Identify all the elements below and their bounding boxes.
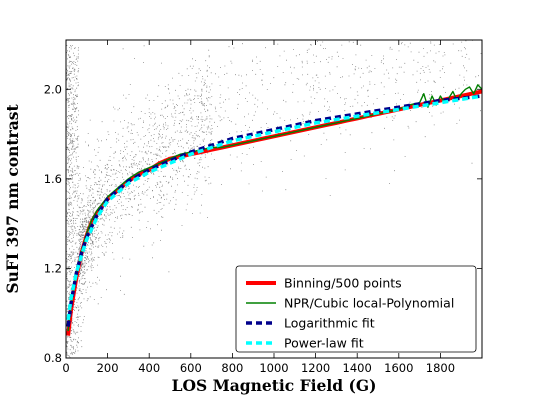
x-tick-label: 0 <box>62 361 69 375</box>
y-tick-label: 1.6 <box>44 172 62 186</box>
legend-label-1: Binning/500 points <box>284 276 402 291</box>
x-tick-label: 1000 <box>259 361 288 375</box>
x-tick-label: 1400 <box>343 361 372 375</box>
x-tick-label: 800 <box>221 361 243 375</box>
y-tick-label: 1.2 <box>44 261 62 275</box>
x-axis-title: LOS Magnetic Field (G) <box>172 376 377 395</box>
x-tick-label: 600 <box>180 361 202 375</box>
legend-box <box>235 265 477 353</box>
legend-label-2: NPR/Cubic local-Polynomial <box>284 296 454 311</box>
x-tick-label: 200 <box>97 361 119 375</box>
legend-label-4: Power-law fit <box>284 336 364 351</box>
legend: Binning/500 points NPR/Cubic local-Polyno… <box>235 265 477 353</box>
scatter-cloud <box>66 40 482 358</box>
legend-label-3: Logarithmic fit <box>284 316 375 331</box>
x-tick-label: 400 <box>138 361 160 375</box>
y-tick-label: 0.8 <box>44 351 62 365</box>
y-axis-title: SuFI 397 nm contrast <box>3 104 22 294</box>
x-tick-label: 1200 <box>301 361 330 375</box>
y-tick-label: 2.0 <box>44 82 62 96</box>
x-tick-label: 1600 <box>384 361 413 375</box>
series-lines <box>66 84 482 336</box>
axis-ticks: 0 200 400 600 800 1000 1200 1400 1600 1800 0.8 1.2 1… <box>44 40 482 375</box>
scatter-points <box>66 40 482 358</box>
x-tick-label: 1800 <box>426 361 455 375</box>
series-line-4 <box>66 94 482 321</box>
